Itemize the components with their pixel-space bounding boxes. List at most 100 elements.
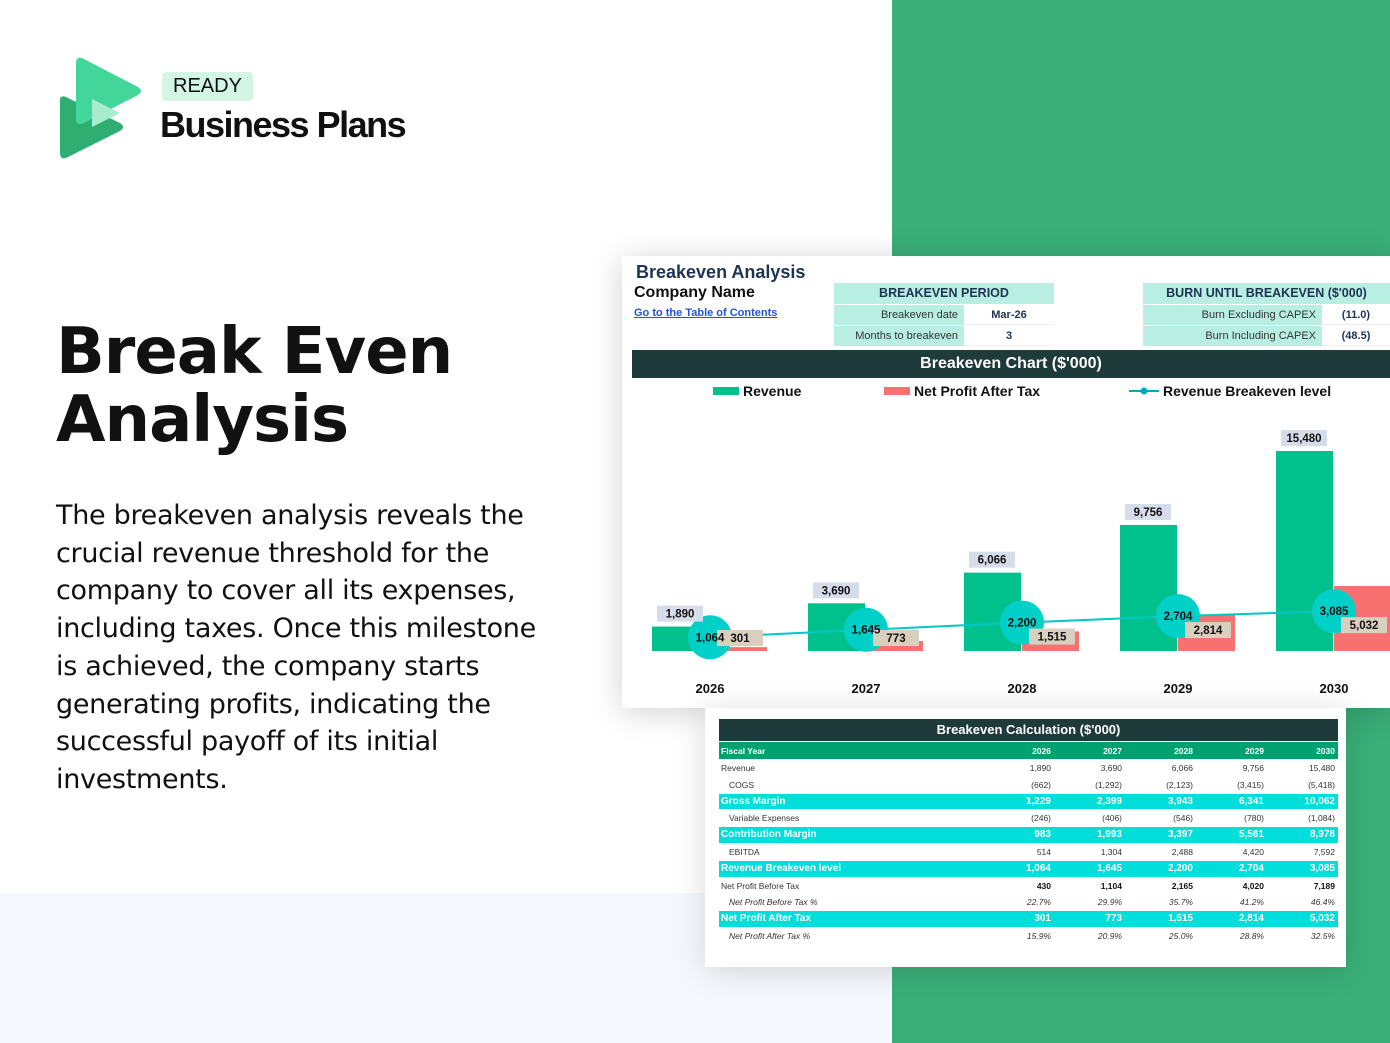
legend-label: Revenue Breakeven level <box>1163 383 1332 399</box>
breakeven-sheet-card: Breakeven Analysis Company Name Go to th… <box>622 256 1390 708</box>
table-cell: (2,123) <box>1166 779 1193 790</box>
table-cell: 4,020 <box>1242 880 1264 891</box>
row-label: EBITDA <box>729 846 760 857</box>
table-cell: 7,592 <box>1313 846 1335 857</box>
table-cell: 1,064 <box>1025 862 1051 874</box>
revenue-data-label: 9,756 <box>1134 507 1163 519</box>
table-cell: 28.8% <box>1239 930 1264 941</box>
revenue-data-label-box <box>813 582 859 599</box>
row-label: Revenue <box>721 763 756 773</box>
table-cell: 41.2% <box>1239 897 1264 908</box>
breakeven-data-label: 2,704 <box>1164 611 1193 623</box>
burn-excl-capex-value: (11.0) <box>1322 305 1390 325</box>
revenue-data-label: 1,890 <box>666 609 695 621</box>
legend-label: Revenue <box>743 383 802 399</box>
breakeven-marker <box>688 615 732 660</box>
revenue-data-label-box <box>1125 503 1171 520</box>
table-cell: 1,645 <box>1096 862 1122 874</box>
net-profit-data-label-box <box>1185 622 1231 639</box>
table-cell: 2028 <box>1174 746 1193 756</box>
table-cell: 3,690 <box>1100 763 1122 773</box>
breakeven-date-value: Mar-26 <box>964 305 1054 325</box>
legend-swatch <box>713 387 739 395</box>
brand-name: Business Plans <box>160 104 407 145</box>
company-name: Company Name <box>634 284 755 301</box>
table-cell: 10,062 <box>1304 795 1335 807</box>
row-label: Contribution Margin <box>721 829 817 841</box>
months-to-breakeven-value: 3 <box>964 326 1054 346</box>
row-label: Variable Expenses <box>729 813 800 824</box>
table-row: COGS (662) (1,292) (2,123) (3,415) (5,418) <box>719 775 1338 793</box>
x-tick-label: 2029 <box>1164 681 1193 696</box>
table-cell: 15,480 <box>1309 763 1335 773</box>
legend-swatch <box>884 387 910 395</box>
table-cell: (662) <box>1031 779 1051 790</box>
months-to-breakeven-label: Months to breakeven <box>834 326 964 346</box>
row-label: Net Profit Before Tax <box>721 880 800 891</box>
table-header-row: Fiscal Year 2026 2027 2028 2029 2030 <box>719 741 1338 759</box>
row-label: Net Profit After Tax % <box>729 930 811 941</box>
revenue-data-label-box <box>969 551 1015 568</box>
breakeven-calculation-table: Breakeven Calculation ($'000) Fiscal Yea… <box>719 719 1338 944</box>
table-of-contents-link[interactable]: Go to the Table of Contents <box>634 307 778 319</box>
table-cell: 773 <box>1105 913 1122 925</box>
table-cell: 3,397 <box>1167 829 1193 841</box>
breakeven-calculation-card: Breakeven Calculation ($'000) Fiscal Yea… <box>705 708 1346 967</box>
table-cell: 7,189 <box>1313 880 1335 891</box>
table-cell: 2,399 <box>1096 795 1122 807</box>
net-profit-data-label: 773 <box>886 633 905 645</box>
table-row: Gross Margin 1,229 2,399 3,943 6,341 10,062 <box>719 792 1338 810</box>
table-row: Contribution Margin 983 1,993 3,397 5,561 8,9… <box>719 826 1338 843</box>
revenue-data-label-box <box>657 605 703 622</box>
breakeven-data-label: 2,200 <box>1008 618 1037 630</box>
x-tick-label: 2027 <box>852 681 881 696</box>
chart-title: Breakeven Chart ($'000) <box>632 350 1390 378</box>
table-cell: (546) <box>1173 813 1193 824</box>
table-cell: (5,418) <box>1308 779 1335 790</box>
table-row: Net Profit After Tax 301 773 1,515 2,814 5,03… <box>719 910 1338 927</box>
legend-revenue: Revenue <box>713 383 801 399</box>
table-cell: (246) <box>1031 813 1051 824</box>
x-tick-label: 2028 <box>1008 681 1037 696</box>
table-cell: (780) <box>1244 813 1264 824</box>
table-cell: 4,420 <box>1242 846 1264 857</box>
row-label: COGS <box>729 779 755 790</box>
table-cell: 2,704 <box>1238 862 1264 874</box>
table-cell: 983 <box>1034 829 1051 841</box>
net-profit-bar <box>866 641 923 651</box>
table-cell: 25.0% <box>1168 930 1193 941</box>
revenue-data-label: 15,480 <box>1286 433 1321 445</box>
table-cell: 15.9% <box>1026 930 1051 941</box>
table-cell: 3,943 <box>1167 795 1193 807</box>
net-profit-data-label-box <box>873 630 919 646</box>
table-cell: 2,200 <box>1167 862 1193 874</box>
table-cell: 1,229 <box>1025 795 1051 807</box>
table-cell: 2030 <box>1316 746 1335 756</box>
row-label: Revenue Breakeven level <box>721 862 842 874</box>
sheet-title: Breakeven Analysis <box>636 262 806 282</box>
breakeven-data-label: 3,085 <box>1320 606 1349 618</box>
table-cell: 2,814 <box>1238 913 1264 925</box>
breakeven-chart: 2026 2027 2028 2029 2030 1,890 301 1,064 3,690 77… <box>652 430 1390 696</box>
table-row: Net Profit Before Tax 430 1,104 2,165 4,020 7… <box>719 876 1338 894</box>
table-cell: (1,084) <box>1308 813 1335 824</box>
table-row: Revenue 1,890 3,690 6,066 9,756 15,480 <box>719 759 1338 776</box>
table-cell: (3,415) <box>1237 779 1264 790</box>
table-cell: 6,066 <box>1171 763 1193 773</box>
table-cell: 2,488 <box>1171 846 1193 857</box>
net-profit-data-label: 5,032 <box>1350 620 1379 632</box>
row-label: Fiscal Year <box>721 746 766 756</box>
table-cell: 29.9% <box>1097 897 1122 908</box>
table-cell: 514 <box>1036 846 1051 857</box>
table-cell: 22.7% <box>1026 897 1051 908</box>
table-row: Variable Expenses (246) (406) (546) (780) (1,… <box>719 809 1338 826</box>
page-title: Break Even Analysis <box>56 315 453 457</box>
revenue-data-label: 6,066 <box>978 555 1007 567</box>
burn-excl-capex-label: Burn Excluding CAPEX <box>1143 305 1322 325</box>
legend-breakeven: Revenue Breakeven level <box>1129 383 1331 399</box>
row-label: Gross Margin <box>721 795 786 807</box>
table-cell: (1,292) <box>1095 779 1122 790</box>
table-cell: 301 <box>1034 913 1051 925</box>
breakeven-data-label: 1,064 <box>696 632 725 644</box>
description: The breakeven analysis reveals the cruci… <box>56 500 536 795</box>
